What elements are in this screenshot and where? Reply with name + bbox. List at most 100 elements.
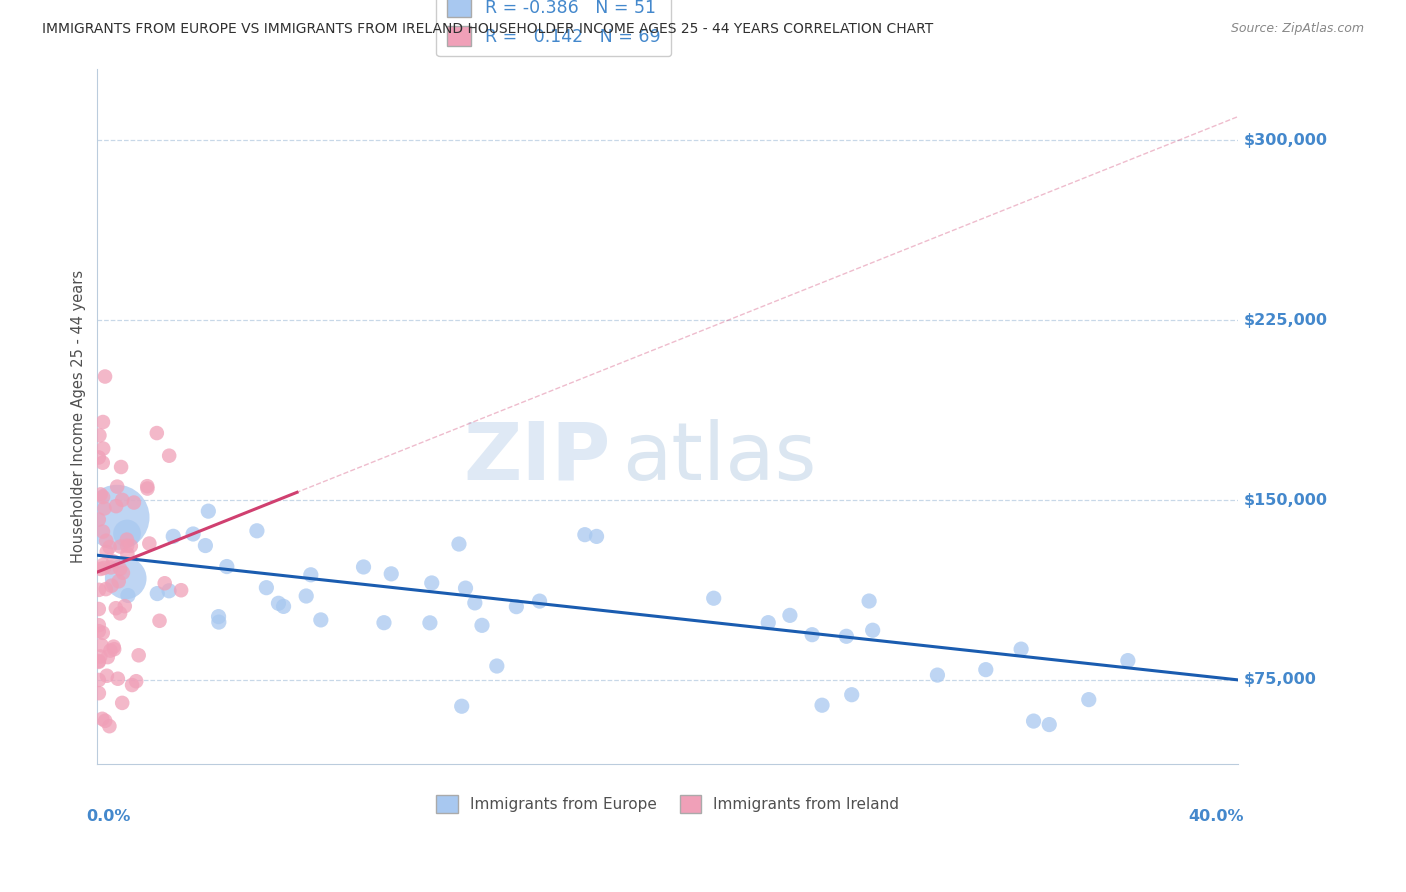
Point <box>103 640 125 654</box>
Point <box>1038 717 1060 731</box>
Point <box>91 456 114 470</box>
Point <box>110 460 132 475</box>
Point <box>295 589 318 603</box>
Point <box>91 625 114 640</box>
Point <box>485 659 508 673</box>
Point <box>471 618 494 632</box>
Text: atlas: atlas <box>623 419 817 497</box>
Point <box>114 571 136 585</box>
Point <box>505 599 527 614</box>
Text: 0.0%: 0.0% <box>86 809 131 824</box>
Point <box>841 688 863 702</box>
Point <box>373 615 395 630</box>
Point <box>90 487 112 501</box>
Point <box>87 655 110 669</box>
Point <box>87 673 110 687</box>
Point <box>115 526 138 541</box>
Text: ZIP: ZIP <box>464 419 610 497</box>
Point <box>309 613 332 627</box>
Point <box>89 649 111 664</box>
Point <box>835 629 858 643</box>
Point <box>96 545 118 559</box>
Point <box>380 566 402 581</box>
Point <box>194 539 217 553</box>
Point <box>146 425 169 440</box>
Text: $75,000: $75,000 <box>1244 673 1317 688</box>
Text: $225,000: $225,000 <box>1244 313 1329 327</box>
Point <box>157 449 180 463</box>
Point <box>98 540 121 554</box>
Point <box>779 608 801 623</box>
Point <box>96 669 118 683</box>
Point <box>105 510 128 524</box>
Point <box>87 624 110 639</box>
Point <box>420 576 443 591</box>
Point <box>89 562 111 576</box>
Point <box>862 624 884 638</box>
Point <box>136 479 159 493</box>
Point <box>100 579 122 593</box>
Point <box>703 591 725 606</box>
Point <box>273 599 295 614</box>
Point <box>87 686 110 700</box>
Point <box>114 599 136 614</box>
Point <box>1022 714 1045 728</box>
Point <box>93 561 115 575</box>
Point <box>93 501 115 516</box>
Point <box>153 576 176 591</box>
Point <box>115 533 138 547</box>
Point <box>87 582 110 597</box>
Legend: Immigrants from Europe, Immigrants from Ireland: Immigrants from Europe, Immigrants from … <box>430 789 905 819</box>
Point <box>107 672 129 686</box>
Point <box>162 529 184 543</box>
Point <box>121 678 143 692</box>
Point <box>103 642 125 657</box>
Point <box>111 566 134 580</box>
Point <box>94 369 117 384</box>
Point <box>111 492 134 507</box>
Point <box>87 512 110 526</box>
Text: $300,000: $300,000 <box>1244 133 1329 148</box>
Point <box>94 714 117 728</box>
Point <box>117 547 139 561</box>
Point <box>108 607 131 621</box>
Point <box>1077 692 1099 706</box>
Point <box>197 504 219 518</box>
Point <box>811 698 834 713</box>
Point <box>208 615 231 629</box>
Text: $150,000: $150,000 <box>1244 492 1329 508</box>
Point <box>246 524 269 538</box>
Text: 40.0%: 40.0% <box>1188 809 1244 824</box>
Point <box>115 539 138 553</box>
Point <box>104 601 127 615</box>
Point <box>91 524 114 539</box>
Point <box>267 596 290 610</box>
Point <box>181 527 204 541</box>
Point <box>90 638 112 652</box>
Point <box>103 554 125 568</box>
Point <box>87 450 110 465</box>
Point <box>100 643 122 657</box>
Point <box>87 618 110 632</box>
Point <box>858 594 880 608</box>
Point <box>97 650 120 665</box>
Point <box>91 558 114 572</box>
Point <box>801 628 824 642</box>
Point <box>122 495 145 509</box>
Text: IMMIGRANTS FROM EUROPE VS IMMIGRANTS FROM IRELAND HOUSEHOLDER INCOME AGES 25 - 4: IMMIGRANTS FROM EUROPE VS IMMIGRANTS FRO… <box>42 22 934 37</box>
Point <box>94 582 117 596</box>
Point <box>96 533 118 548</box>
Point <box>170 583 193 598</box>
Point <box>157 583 180 598</box>
Point <box>254 581 277 595</box>
Point <box>529 594 551 608</box>
Point <box>464 596 486 610</box>
Point <box>91 712 114 726</box>
Point <box>91 490 114 504</box>
Point <box>447 537 470 551</box>
Point <box>207 609 229 624</box>
Point <box>450 699 472 714</box>
Point <box>138 536 160 550</box>
Y-axis label: Householder Income Ages 25 - 44 years: Householder Income Ages 25 - 44 years <box>72 269 86 563</box>
Point <box>125 674 148 689</box>
